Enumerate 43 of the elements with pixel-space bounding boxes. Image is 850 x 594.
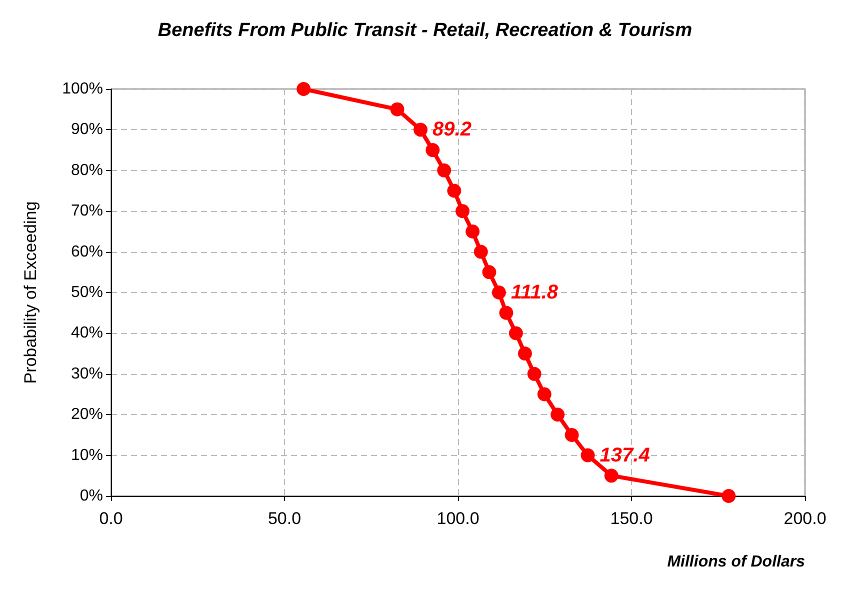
point: [580, 448, 595, 462]
point: [482, 265, 496, 280]
point: [296, 82, 311, 96]
point: [456, 204, 470, 218]
point: [722, 489, 736, 503]
x-axis-title: Millions of Dollars: [667, 554, 806, 570]
y-tick-label: 40%: [70, 324, 103, 342]
point: [466, 224, 480, 238]
x-tick-label: 50.0: [268, 509, 302, 528]
y-tick-label: 30%: [70, 365, 103, 382]
x-tick-label: 200.0: [784, 509, 826, 528]
y-tick-label: 90%: [70, 121, 103, 138]
y-tick-label: 50%: [70, 284, 103, 301]
point: [414, 122, 428, 137]
annotation: 111.8: [510, 282, 559, 304]
point: [437, 163, 452, 178]
point: [550, 408, 565, 422]
y-tick-label: 60%: [70, 243, 103, 260]
y-tick-label: 70%: [70, 202, 103, 220]
point: [527, 366, 542, 381]
y-axis-title: Probability of Exceeding: [21, 201, 40, 384]
point: [447, 184, 462, 198]
y-tick-label: 20%: [70, 406, 103, 424]
y-tick-label: 0%: [80, 488, 103, 504]
point: [474, 244, 488, 259]
point: [508, 326, 523, 340]
y-tick-label: 100%: [62, 80, 103, 98]
point: [518, 346, 532, 361]
point: [604, 468, 618, 483]
point: [564, 428, 579, 442]
x-tick-label: 0.0: [99, 509, 123, 528]
annotation: 137.4: [600, 444, 650, 466]
x-tick-label: 100.0: [436, 509, 480, 528]
annotation: 89.2: [432, 118, 472, 141]
point: [426, 143, 440, 158]
point: [499, 306, 514, 320]
y-tick-label: 10%: [70, 446, 103, 464]
y-tick-label: 80%: [70, 162, 103, 179]
chart-title: Benefits From Public Transit - Retail, Recreation & Tourism: [158, 20, 692, 41]
point: [492, 286, 506, 300]
x-tick-label: 150.0: [610, 509, 653, 528]
point: [537, 387, 552, 402]
point: [390, 102, 404, 116]
